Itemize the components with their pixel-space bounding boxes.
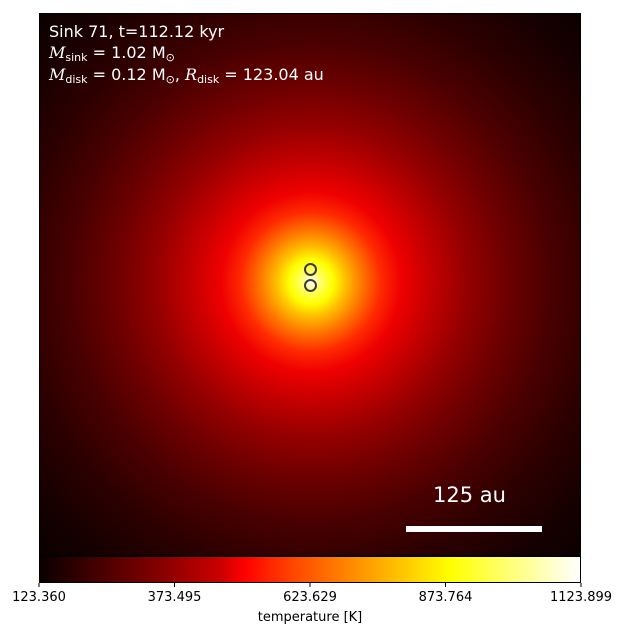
sink-mass-annotation: Msink = 1.02 M⊙ — [49, 43, 175, 64]
colorbar — [39, 556, 581, 583]
colorbar-tick-label-0: 123.360 — [12, 590, 66, 605]
disk-annotation: Mdisk = 0.12 M⊙, Rdisk = 123.04 au — [49, 65, 324, 86]
colorbar-tick-label-3: 873.764 — [418, 590, 473, 605]
sink-marker-b — [304, 279, 317, 292]
colorbar-tick-label-1: 373.495 — [147, 590, 202, 605]
colorbar-tick-label-2: 623.629 — [283, 590, 337, 605]
temperature-map: Sink 71, t=112.12 kyr Msink = 1.02 M⊙ Md… — [39, 13, 581, 556]
scale-bar — [406, 526, 542, 532]
sink-marker-a — [304, 263, 317, 276]
scale-bar-label: 125 au — [433, 483, 506, 507]
sink-title: Sink 71, t=112.12 kyr — [49, 22, 225, 41]
colorbar-label: temperature [K] — [257, 610, 363, 625]
colorbar-tick-label-4: 1123.899 — [549, 590, 613, 605]
